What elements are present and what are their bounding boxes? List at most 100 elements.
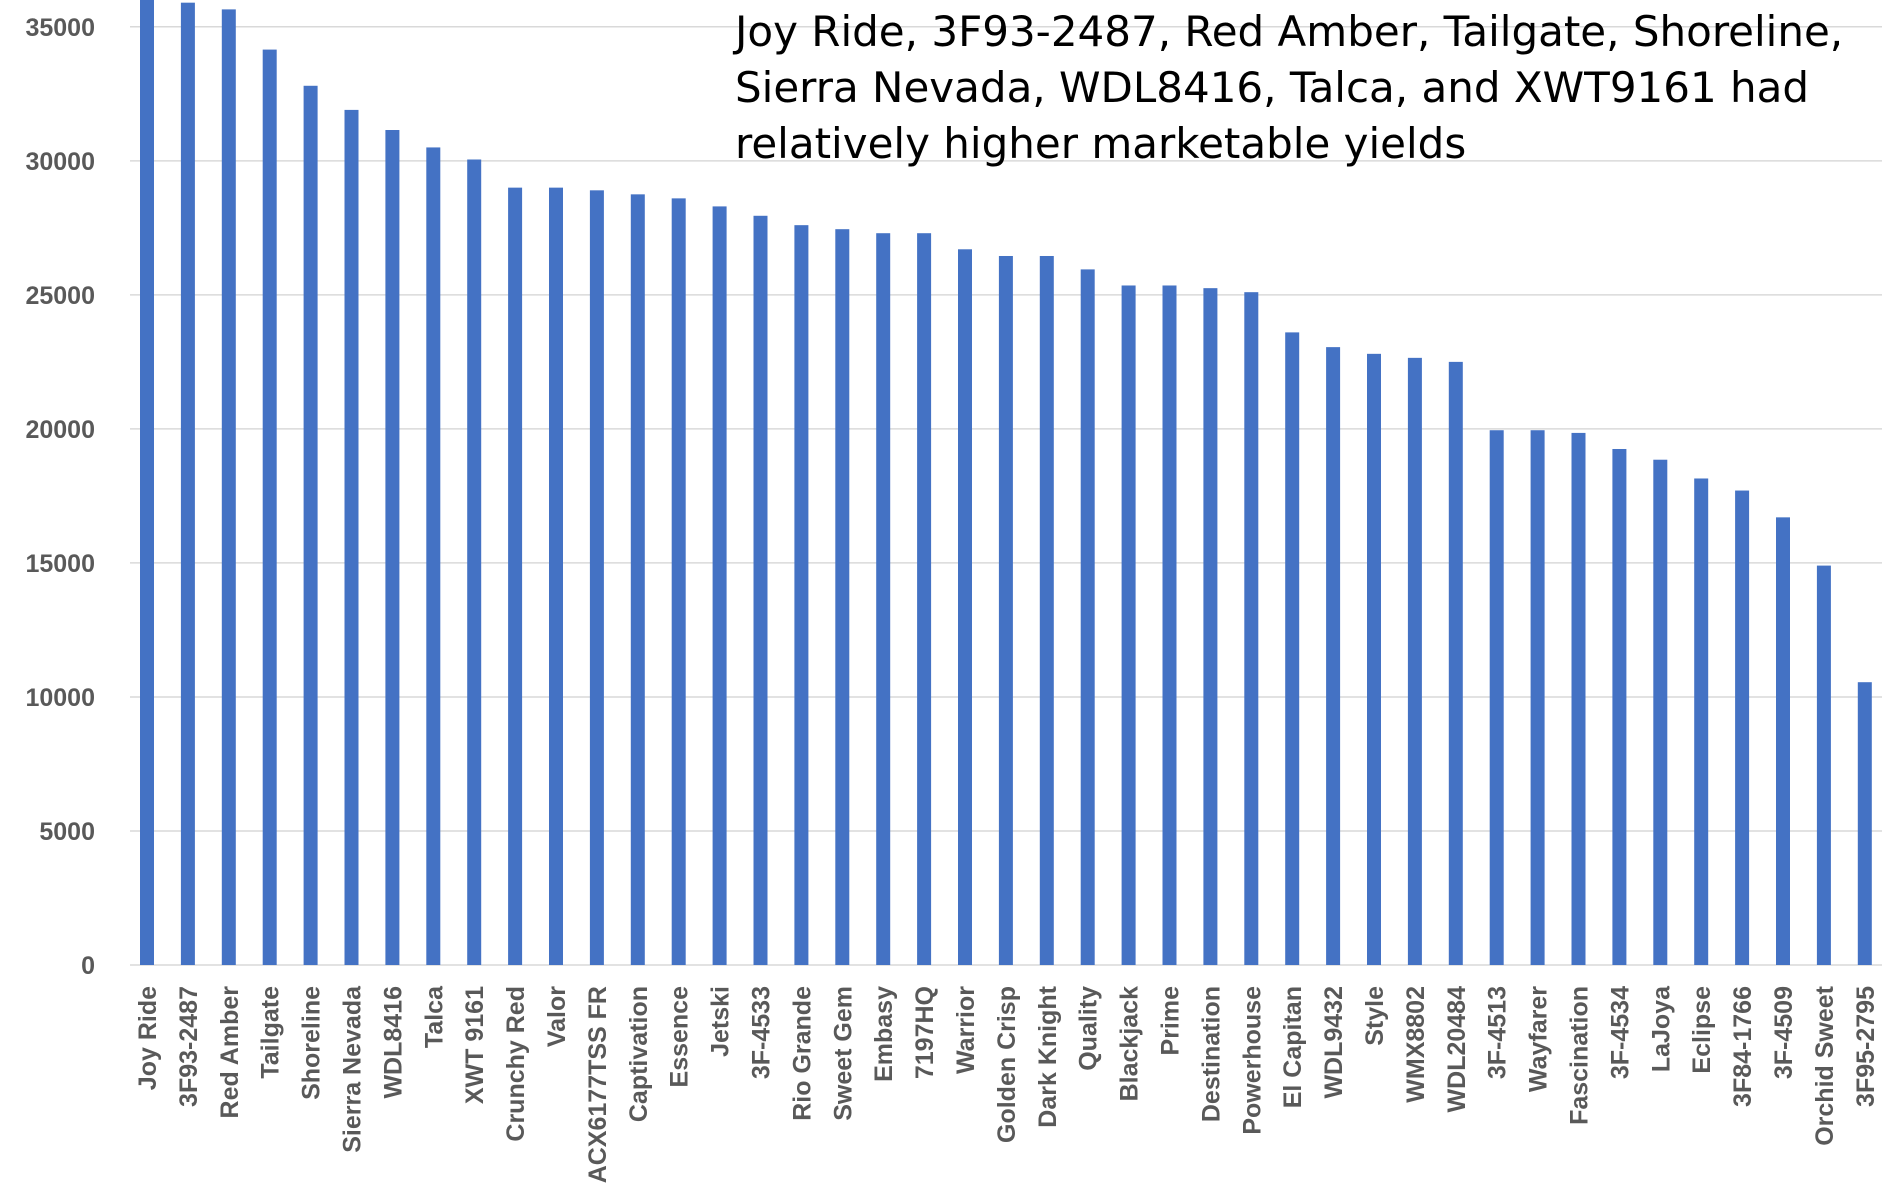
bar [262, 49, 277, 966]
x-tick-label: Powerhouse [1238, 986, 1266, 1135]
bar [917, 233, 932, 966]
bar [549, 187, 563, 965]
x-tick-label: Wayfarer [1525, 986, 1553, 1092]
bars [140, 0, 1872, 966]
x-tick-label: Sweet Gem [829, 986, 857, 1121]
bar [344, 109, 359, 966]
bar [712, 206, 727, 965]
bar [794, 225, 809, 965]
x-tick-label: Jetski [707, 986, 735, 1057]
x-tick-label: 3F-4509 [1770, 986, 1798, 1079]
bar [1735, 490, 1750, 965]
bar [1162, 285, 1177, 966]
x-tick-label: Prime [1157, 986, 1185, 1056]
bar [1326, 347, 1341, 965]
x-tick-label: Fascination [1566, 986, 1594, 1125]
x-tick-label: WDL20484 [1443, 986, 1471, 1113]
bar [1244, 292, 1259, 965]
bar [1816, 565, 1831, 965]
x-tick-label: Quality [1075, 986, 1103, 1071]
x-tick-label: LaJoya [1647, 985, 1675, 1072]
y-tick-label: 20000 [25, 416, 95, 444]
x-tick-label: Blackjack [1116, 986, 1144, 1101]
y-tick-label: 25000 [25, 282, 95, 310]
x-tick-label: 3F-4534 [1606, 986, 1634, 1079]
y-tick-label: 30000 [25, 148, 95, 176]
bar [221, 9, 236, 965]
x-tick-label: Essence [666, 986, 694, 1088]
bar [630, 194, 645, 965]
y-tick-label: 15000 [25, 550, 95, 578]
y-tick-label: 35000 [25, 14, 95, 42]
bar [1367, 353, 1381, 965]
bar [426, 147, 441, 966]
x-tick-label: Eclipse [1688, 986, 1716, 1074]
x-tick-label: 3F-4513 [1484, 986, 1512, 1079]
x-tick-label: Rio Grande [788, 986, 816, 1121]
bar [1407, 357, 1422, 966]
bar [1285, 332, 1300, 965]
chart-annotation: Joy Ride, 3F93-2487, Red Amber, Tailgate… [735, 7, 1844, 168]
y-axis-ticks: 0 5000 10000 15000 20000 25000 30000 35000 [25, 14, 95, 980]
x-tick-label: ACX6177TSS FR [584, 986, 612, 1183]
bar [1653, 459, 1668, 965]
bar [303, 85, 318, 966]
x-tick-label: 3F93-2487 [175, 986, 203, 1107]
x-tick-label: Orchid Sweet [1811, 985, 1839, 1145]
x-tick-label: 7197HQ [911, 986, 939, 1079]
x-tick-label: Crunchy Red [502, 986, 530, 1142]
x-tick-label: 3F95-2795 [1852, 986, 1880, 1107]
x-tick-label: WMX8802 [1402, 986, 1430, 1103]
bar [1571, 432, 1586, 965]
x-tick-label: XWT 9161 [461, 986, 489, 1104]
bar [1039, 255, 1054, 966]
bar [589, 190, 604, 965]
bar [1080, 269, 1095, 965]
bar [140, 0, 154, 965]
x-tick-label: Golden Crisp [993, 986, 1021, 1143]
x-tick-label: 3F84-1766 [1729, 986, 1757, 1107]
bar [1489, 430, 1504, 966]
bar [835, 229, 850, 965]
bar [958, 249, 972, 965]
x-tick-label: 3F-4533 [748, 986, 776, 1079]
bar [508, 187, 523, 965]
x-tick-label: Embasy [870, 986, 898, 1082]
bar [1530, 430, 1545, 966]
x-tick-label: El Capitan [1279, 986, 1307, 1108]
x-tick-label: Sierra Nevada [339, 985, 367, 1153]
bar [1776, 517, 1790, 965]
x-tick-label: Style [1361, 986, 1389, 1046]
bar [998, 255, 1013, 966]
y-tick-label: 10000 [25, 684, 95, 712]
bar [180, 2, 195, 966]
bar [876, 233, 891, 966]
x-tick-label: Shoreline [298, 986, 326, 1100]
x-axis-ticks: Joy Ride 3F93-2487 Red Amber Tailgate Shorel… [134, 985, 1880, 1183]
x-tick-label: Destination [1197, 986, 1225, 1122]
bar [1612, 448, 1627, 965]
x-tick-label: Valor [543, 986, 571, 1047]
bar [671, 198, 686, 966]
bar [1694, 478, 1709, 965]
bar [385, 130, 400, 965]
bar [753, 215, 768, 965]
x-tick-label: WDL9432 [1320, 986, 1348, 1099]
x-tick-label: Talca [420, 985, 448, 1048]
x-tick-label: Warrior [952, 986, 980, 1074]
bar [467, 159, 482, 966]
x-tick-label: Joy Ride [134, 986, 162, 1090]
y-tick-label: 5000 [39, 818, 95, 846]
bar [1203, 288, 1218, 965]
x-tick-label: Red Amber [216, 986, 244, 1119]
x-tick-label: Captivation [625, 986, 653, 1122]
bar [1857, 682, 1872, 965]
bar [1121, 285, 1136, 966]
x-tick-label: WDL8416 [379, 986, 407, 1099]
x-tick-label: Dark Knight [1034, 985, 1062, 1127]
x-tick-label: Tailgate [257, 986, 285, 1079]
y-tick-label: 0 [81, 952, 95, 980]
bar [1448, 361, 1463, 965]
